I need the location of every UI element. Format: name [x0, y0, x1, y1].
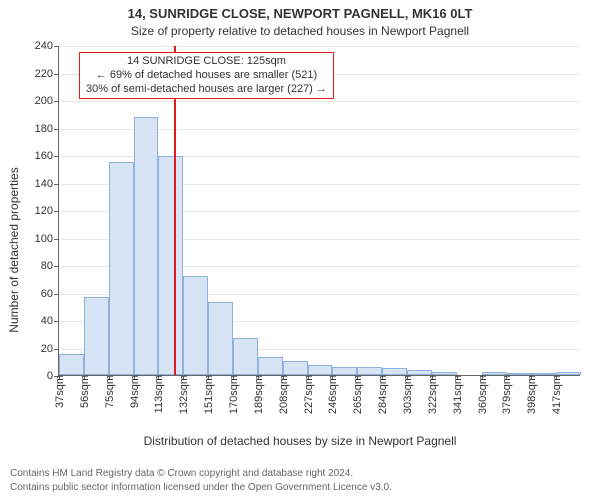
x-tick-label: 417sqm	[549, 375, 563, 414]
x-tick-label: 94sqm	[127, 375, 141, 408]
y-tick-label: 160	[35, 150, 59, 162]
histogram-bar	[258, 357, 283, 375]
y-tick-label: 200	[35, 95, 59, 107]
y-tick-label: 220	[35, 68, 59, 80]
histogram-bar	[382, 368, 407, 375]
x-tick-label: 398sqm	[524, 375, 538, 414]
annotation-line: 30% of semi-detached houses are larger (…	[86, 83, 327, 97]
histogram-bar	[158, 156, 183, 375]
x-tick-label: 379sqm	[499, 375, 513, 414]
histogram-bar	[332, 367, 357, 375]
annotation-box: 14 SUNRIDGE CLOSE: 125sqm← 69% of detach…	[79, 52, 334, 99]
y-tick-label: 240	[35, 40, 59, 52]
footer-line-2: Contains public sector information licen…	[10, 482, 392, 493]
x-tick-label: 56sqm	[77, 375, 91, 408]
x-tick-label: 189sqm	[251, 375, 265, 414]
x-tick-label: 265sqm	[350, 375, 364, 414]
x-tick-label: 246sqm	[325, 375, 339, 414]
chart-container: { "chart": { "type": "histogram", "title…	[0, 0, 600, 500]
histogram-bar	[357, 367, 382, 375]
x-tick-label: 208sqm	[276, 375, 290, 414]
histogram-bar	[134, 117, 159, 376]
chart-title: 14, SUNRIDGE CLOSE, NEWPORT PAGNELL, MK1…	[0, 6, 600, 21]
x-tick-label: 170sqm	[226, 375, 240, 414]
x-tick-label: 227sqm	[301, 375, 315, 414]
x-tick-label: 303sqm	[400, 375, 414, 414]
y-tick-label: 20	[41, 343, 59, 355]
annotation-line: 14 SUNRIDGE CLOSE: 125sqm	[86, 55, 327, 69]
histogram-bar	[109, 162, 134, 375]
plot-area: 02040608010012014016018020022024037sqm56…	[58, 46, 580, 376]
x-tick-label: 341sqm	[450, 375, 464, 414]
y-tick-label: 80	[41, 260, 59, 272]
x-tick-label: 75sqm	[102, 375, 116, 408]
y-tick-label: 120	[35, 205, 59, 217]
histogram-bar	[84, 297, 109, 375]
x-tick-label: 322sqm	[425, 375, 439, 414]
gridline	[59, 46, 580, 47]
y-tick-label: 140	[35, 178, 59, 190]
x-tick-label: 151sqm	[201, 375, 215, 414]
x-axis-label: Distribution of detached houses by size …	[0, 434, 600, 448]
y-tick-label: 40	[41, 315, 59, 327]
y-axis-label: Number of detached properties	[7, 85, 21, 250]
chart-subtitle: Size of property relative to detached ho…	[0, 24, 600, 38]
histogram-bar	[59, 354, 84, 375]
histogram-bar	[208, 302, 233, 375]
annotation-line: ← 69% of detached houses are smaller (52…	[86, 69, 327, 83]
gridline	[59, 101, 580, 102]
footer-line-1: Contains HM Land Registry data © Crown c…	[10, 468, 353, 479]
histogram-bar	[233, 338, 258, 375]
x-tick-label: 113sqm	[151, 375, 165, 413]
x-tick-label: 284sqm	[375, 375, 389, 414]
histogram-bar	[283, 361, 308, 375]
histogram-bar	[183, 276, 208, 375]
y-tick-label: 100	[35, 233, 59, 245]
x-tick-label: 360sqm	[475, 375, 489, 414]
y-tick-label: 180	[35, 123, 59, 135]
x-tick-label: 37sqm	[52, 375, 66, 408]
y-tick-label: 60	[41, 288, 59, 300]
x-tick-label: 132sqm	[176, 375, 190, 414]
histogram-bar	[308, 365, 333, 375]
